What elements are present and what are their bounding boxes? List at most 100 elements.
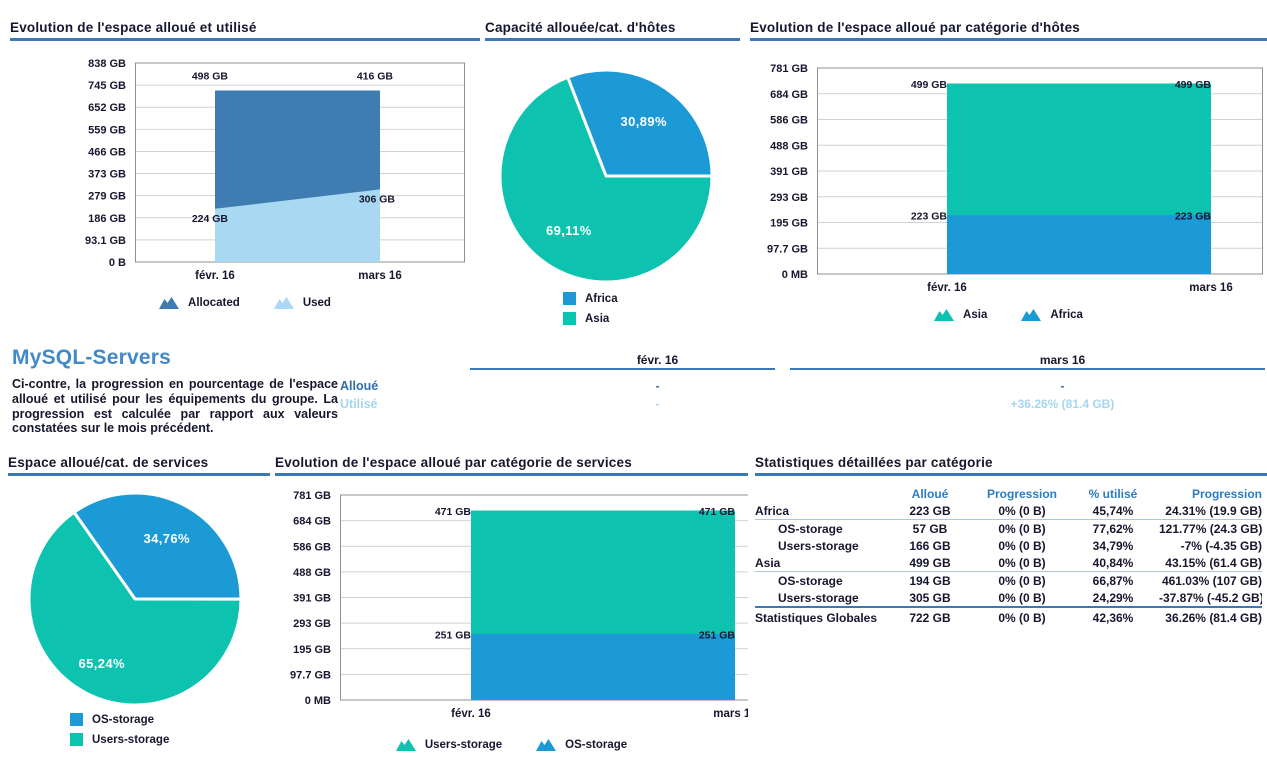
- cell: 305 GB: [909, 590, 951, 605]
- title-underline: [10, 38, 480, 41]
- value-annotation: 471 GB: [435, 506, 472, 518]
- cell: 194 GB: [909, 573, 951, 588]
- panel-statistiques-detaillees: Statistiques détaillées par catégorie Al…: [755, 455, 1267, 635]
- value-annotation: 499 GB: [911, 79, 948, 91]
- stats-table: Alloué Progression % utilisé Progression…: [755, 485, 1262, 627]
- y-axis-tick-label: 0 MB: [305, 695, 331, 707]
- y-axis-tick-label: 373 GB: [88, 169, 126, 181]
- value-annotation: 251 GB: [435, 630, 472, 642]
- area-chart: 781 GB 684 GB 586 GB 488 GB 391 GB 293 GB 195 …: [767, 63, 1263, 294]
- cell: 77,62%: [1092, 521, 1134, 536]
- table-row: Statistiques Globales 722 GB 0% (0 B) 42,36…: [755, 606, 1262, 627]
- legend-label: Asia: [585, 312, 610, 325]
- x-axis-tick-label: mars 16: [358, 270, 401, 282]
- panel-espace-alloue-utilise: Evolution de l'espace alloué et utilisé …: [10, 20, 480, 328]
- row-label-utilise: Utilisé: [340, 397, 378, 411]
- legend-swatch-icon: [70, 713, 83, 726]
- chart-legend: Allocated Used: [10, 296, 480, 309]
- y-axis-tick-label: 781 GB: [770, 63, 808, 75]
- row-label: Statistiques Globales: [755, 606, 883, 627]
- title-underline: [755, 473, 1267, 476]
- legend-swatch-icon: [70, 733, 83, 746]
- row-label: Africa: [755, 502, 883, 520]
- y-axis-tick-label: 97.7 GB: [767, 243, 808, 255]
- legend-item: OS-storage: [70, 713, 169, 726]
- legend-item: Asia: [563, 312, 618, 325]
- row-label-alloue: Alloué: [340, 379, 379, 393]
- legend-label: OS-storage: [565, 738, 628, 751]
- y-axis-tick-label: 0 MB: [782, 269, 808, 281]
- title-underline: [750, 38, 1267, 41]
- y-axis-tick-label: 488 GB: [293, 567, 331, 579]
- chart-title-text: Espace alloué/cat. de services: [8, 455, 209, 470]
- mysql-comparison-table: Alloué Utilisé févr. 16 - - mars 16 - +3…: [340, 352, 1265, 416]
- legend-item: Allocated: [159, 296, 240, 309]
- stats-title-text: Statistiques détaillées par catégorie: [755, 455, 993, 470]
- area-series-Africa: [947, 215, 1211, 274]
- area-mountain-icon: [1021, 309, 1042, 321]
- value-annotation: 224 GB: [192, 213, 229, 225]
- area-mountain-icon: [934, 309, 955, 321]
- y-axis-tick-label: 97.7 GB: [290, 669, 331, 681]
- y-axis-tick-label: 391 GB: [293, 593, 331, 605]
- row-label: Users-storage: [778, 538, 859, 553]
- panel-evolution-services: Evolution de l'espace alloué par catégor…: [275, 455, 748, 777]
- x-axis-tick-label: févr. 16: [195, 270, 235, 282]
- chart-legend: OS-storage Users-storage: [70, 713, 169, 746]
- chart-title-text: Evolution de l'espace alloué et utilisé: [10, 20, 257, 35]
- y-axis-tick-label: 195 GB: [293, 644, 331, 656]
- cell: 0% (0 B): [998, 590, 1046, 605]
- panel-evolution-hotes: Evolution de l'espace alloué par catégor…: [750, 20, 1267, 335]
- y-axis-tick-label: 293 GB: [293, 618, 331, 630]
- cell: 40,84%: [1067, 554, 1159, 572]
- chart-title-text: Evolution de l'espace alloué par catégor…: [275, 455, 632, 470]
- area-series-Used: [215, 189, 380, 262]
- y-axis-tick-label: 684 GB: [770, 89, 808, 101]
- section-title: MySQL-Servers: [12, 346, 172, 369]
- pie-slice-Asia: [498, 75, 714, 284]
- row-label: OS-storage: [778, 573, 843, 588]
- cell: 42,36%: [1067, 606, 1159, 627]
- legend-item: Asia: [934, 308, 987, 321]
- cell-alloue-fevr: -: [655, 379, 660, 393]
- pie-slice-OS-storage: [72, 491, 243, 601]
- chart-legend: Users-storage OS-storage: [275, 738, 748, 751]
- header-progression-2: Progression: [1191, 486, 1262, 501]
- legend-label: Users-storage: [92, 733, 170, 746]
- value-annotation: 499 GB: [1175, 79, 1212, 91]
- mysql-section: MySQL-Servers Ci-contre, la progression …: [12, 346, 342, 436]
- column-header: mars 16: [1039, 353, 1086, 367]
- table-row: Users-storage 305 GB 0% (0 B) 24,29% -37.87%…: [755, 589, 1262, 607]
- value-annotation: 416 GB: [357, 71, 394, 83]
- cell-utilise-fevr: -: [655, 397, 660, 411]
- row-label: OS-storage: [778, 521, 843, 536]
- header-alloue: Alloué: [911, 486, 949, 501]
- table-row: Asia 499 GB 0% (0 B) 40,84% 43.15% (61.4 GB): [755, 554, 1262, 572]
- legend-item: Africa: [563, 292, 618, 305]
- cell: -7% (-4.35 GB): [1180, 538, 1262, 553]
- area-mountain-icon: [395, 739, 416, 751]
- section-description: Ci-contre, la progression en pourcentage…: [12, 377, 338, 436]
- panel-capacite-hotes: Capacité allouée/cat. d'hôtes 30,89% 69,1…: [485, 20, 740, 338]
- cell: 24,29%: [1092, 590, 1134, 605]
- chart-legend: Africa Asia: [563, 292, 618, 325]
- x-axis-tick-label: févr. 16: [927, 282, 967, 294]
- legend-item: Used: [273, 296, 331, 309]
- y-axis-tick-label: 466 GB: [88, 146, 126, 158]
- header-spacer: [755, 485, 883, 502]
- column-underline: [790, 368, 1265, 370]
- y-axis-tick-label: 684 GB: [293, 516, 331, 528]
- chart-legend: Asia Africa: [750, 308, 1267, 321]
- legend-item: Africa: [1021, 308, 1083, 321]
- chart-title-text: Capacité allouée/cat. d'hôtes: [485, 20, 676, 35]
- stats-table-body: Africa 223 GB 0% (0 B) 45,74% 24.31% (19.9 G…: [755, 502, 1262, 627]
- cell: 166 GB: [909, 538, 951, 553]
- chart-title: Evolution de l'espace alloué et utilisé: [10, 20, 480, 41]
- area-chart: 781 GB 684 GB 586 GB 488 GB 391 GB 293 GB 195 …: [290, 490, 748, 720]
- legend-item: Users-storage: [395, 738, 502, 751]
- value-annotation: 251 GB: [699, 630, 736, 642]
- header-pct-utilise: % utilisé: [1088, 486, 1138, 501]
- cell: 223 GB: [883, 502, 977, 520]
- header-progression-1: Progression: [986, 486, 1058, 501]
- legend-label: Africa: [585, 292, 618, 305]
